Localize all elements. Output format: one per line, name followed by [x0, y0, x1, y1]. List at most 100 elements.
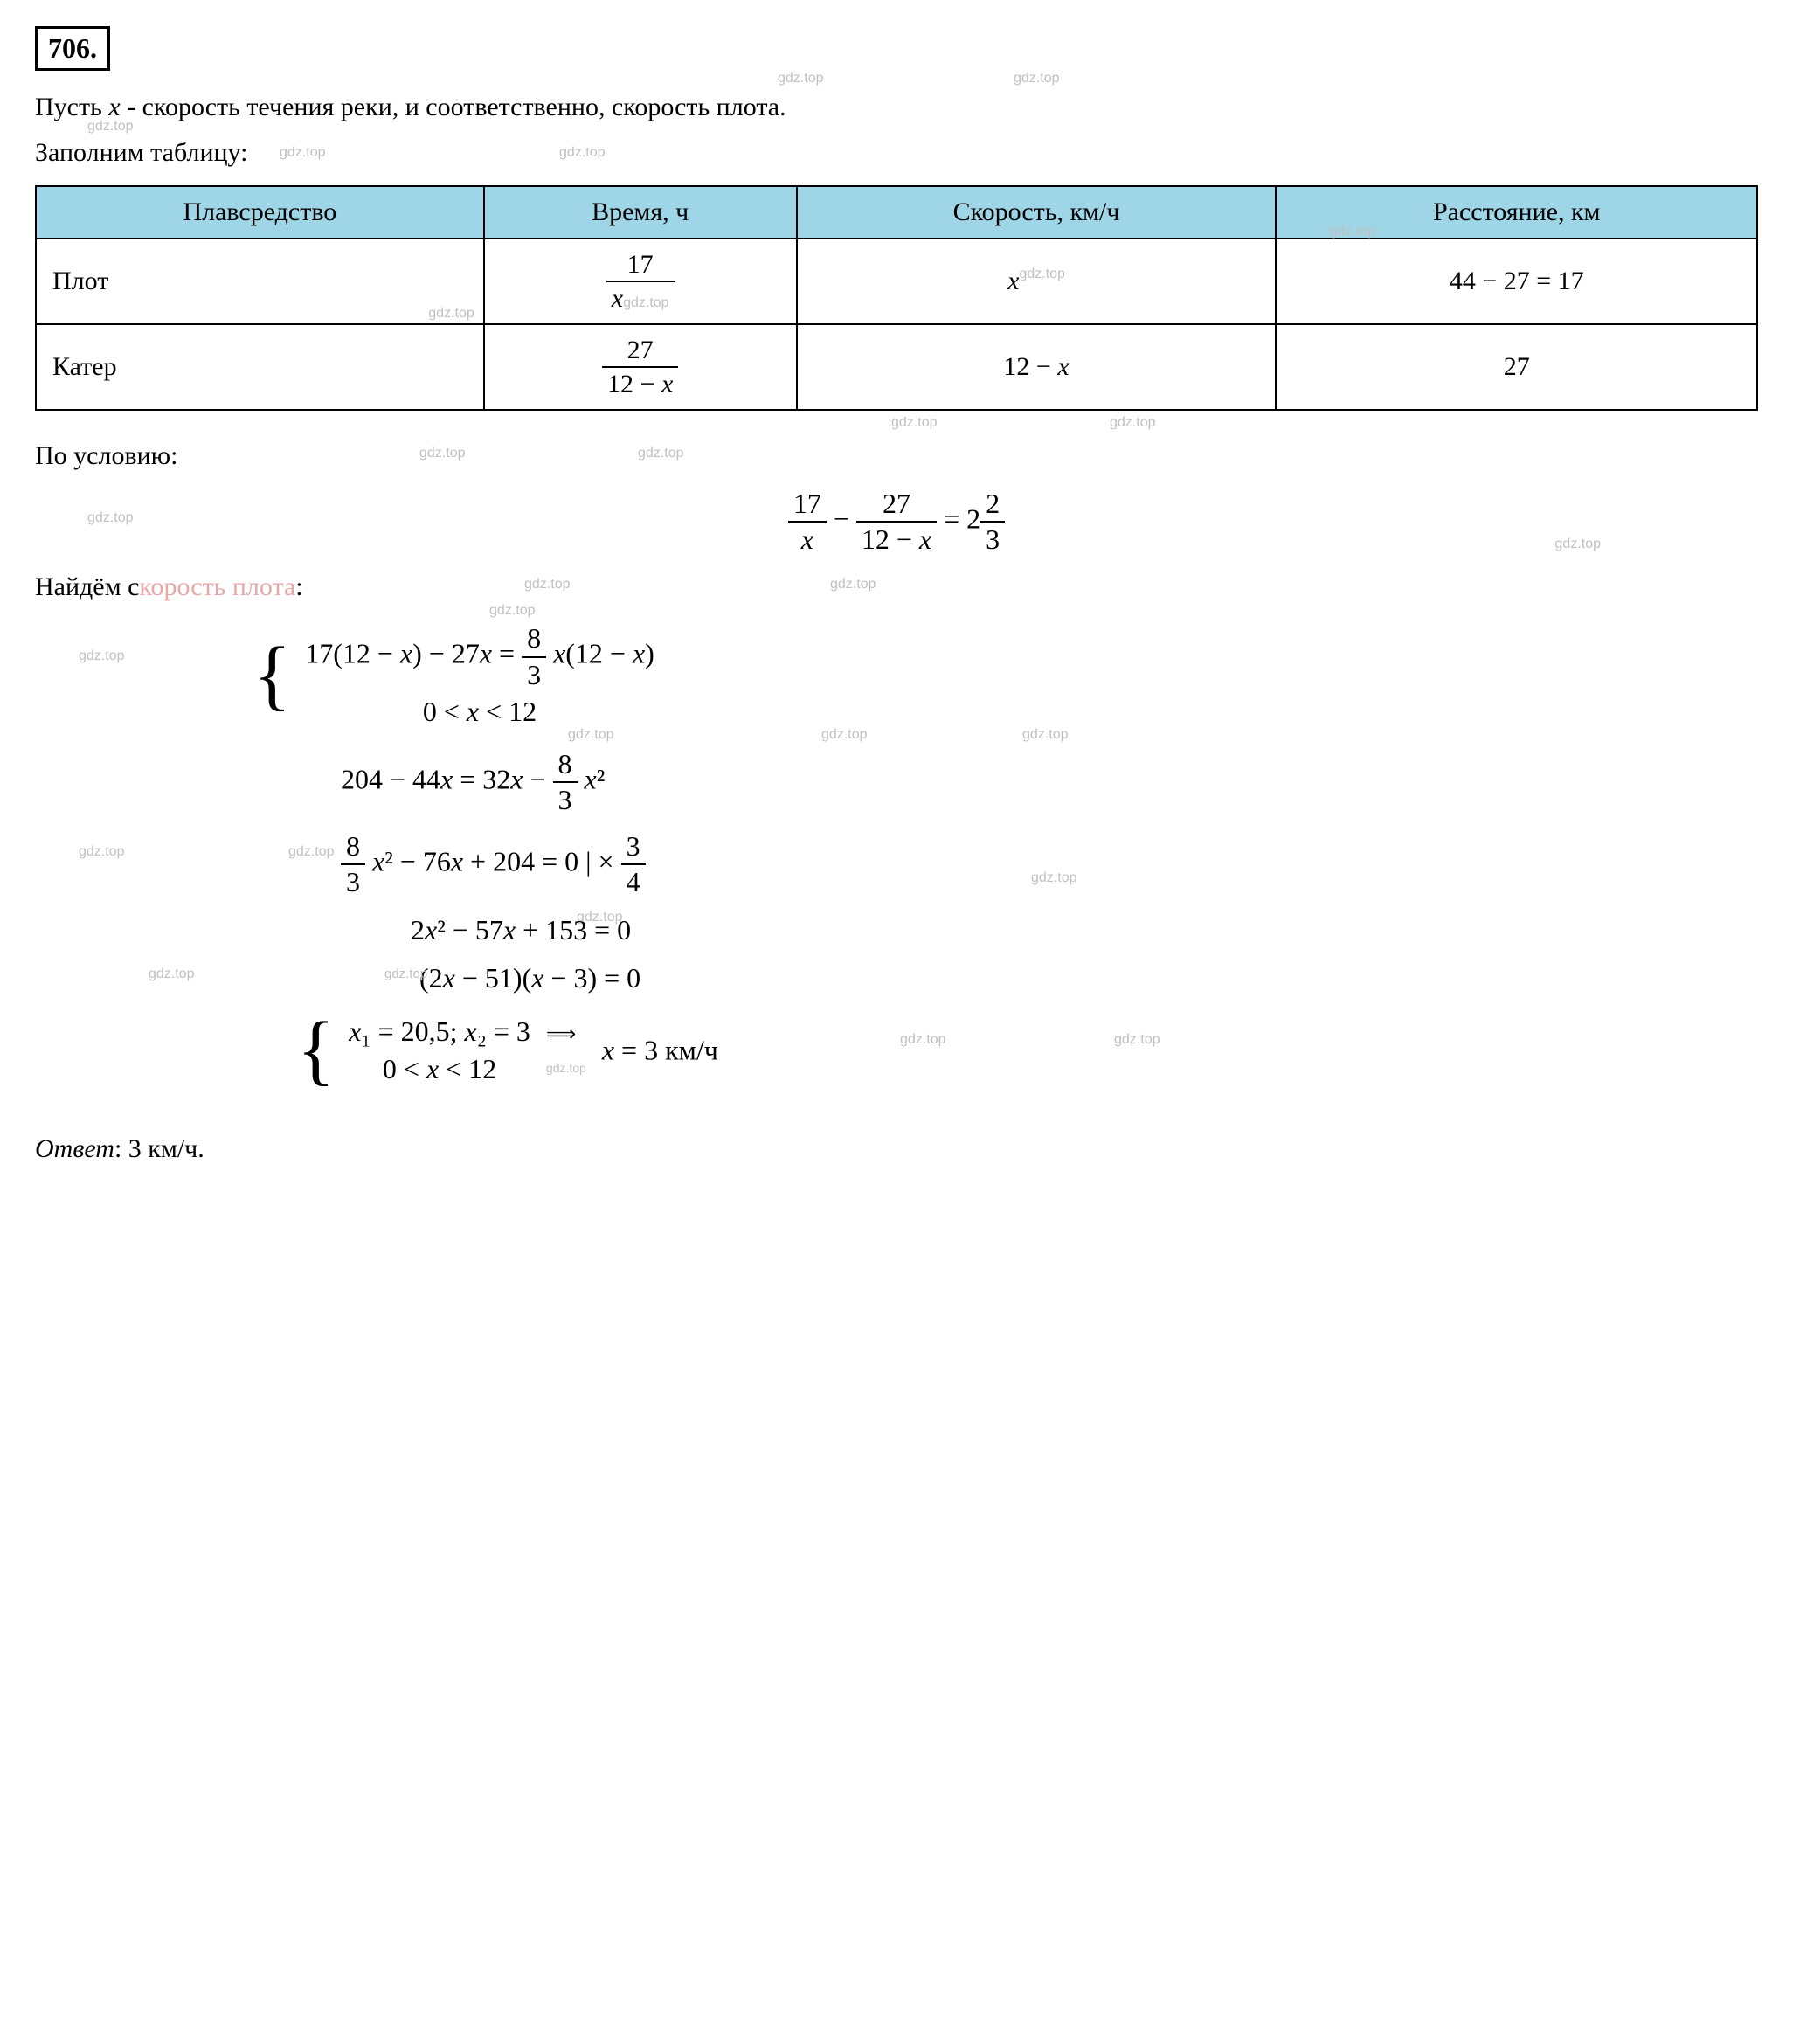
watermark: gdz.top — [1110, 415, 1155, 431]
frac-num: 17 — [606, 250, 675, 282]
col-vehicle: Плавсредство — [36, 186, 484, 239]
answer-label: Ответ — [35, 1134, 114, 1163]
watermark: gdz.top — [638, 446, 683, 461]
watermark: gdz.top — [1022, 727, 1068, 743]
frac-num: 8 — [522, 623, 546, 657]
watermark: gdz.top — [1555, 537, 1601, 552]
by-condition: По условию: — [35, 441, 1758, 471]
vehicle-label: Плот — [52, 267, 108, 295]
watermark: gdz.top — [1014, 71, 1059, 87]
frac-num: 3 — [621, 831, 646, 865]
watermark: gdz.top — [546, 1061, 586, 1075]
cell-vehicle: Катер — [36, 324, 484, 410]
frac-num: 27 — [602, 336, 678, 368]
speed-value: x — [1007, 267, 1019, 295]
data-table: Плавсредство Время, ч Скорость, км/ч Рас… — [35, 185, 1758, 411]
intro-part2: - скорость течения реки, и соответственн… — [121, 93, 786, 121]
system-content: x₁ = 20,5; x₂ = 3 0 < x < 12 — [349, 1010, 530, 1091]
watermark: gdz.top — [489, 603, 535, 619]
arrow-icon: ⟹ — [546, 1022, 586, 1047]
watermark: gdz.top — [79, 844, 124, 860]
watermark: gdz.top — [87, 510, 133, 526]
minus-sign: − — [834, 503, 856, 535]
watermark: gdz.top — [821, 727, 867, 743]
answer: Ответ: 3 км/ч. — [35, 1134, 1758, 1164]
table-row: Плот gdz.top 17 xgdz.top xgdz.top gdz.to… — [36, 239, 1757, 324]
col-speed: Скорость, км/ч — [797, 186, 1277, 239]
equation-4: 2x² − 57x + 153 = 0 — [411, 914, 1758, 946]
cell-speed: xgdz.top — [797, 239, 1277, 324]
watermark: gdz.top — [149, 967, 194, 982]
brace-icon: { — [297, 1019, 335, 1082]
watermark: gdz.top — [384, 967, 427, 981]
system-line-1: 17(12 − x) − 27x = 8 3 x(12 − x) — [305, 623, 654, 689]
watermark: gdz.top — [419, 446, 465, 461]
watermark: gdz.top — [1114, 1032, 1160, 1048]
watermark: gdz.top — [830, 577, 876, 592]
watermark: gdz.top — [900, 1032, 945, 1048]
watermark: gdz.top — [79, 648, 124, 664]
answer-value: : 3 км/ч. — [114, 1134, 204, 1163]
frac-den: 3 — [553, 783, 578, 815]
frac-den: 3 — [980, 523, 1005, 555]
equation-5: gdz.top gdz.top (2x − 51)(x − 3) = 0 — [419, 962, 1758, 994]
time-fraction: 17 xgdz.top — [606, 250, 675, 313]
equation-3: gdz.top gdz.top 8 3 x² − 76x + 204 = 0 |… — [341, 831, 1758, 897]
watermark: gdz.top — [428, 306, 474, 322]
result-value: x = 3 км/ч — [602, 1034, 718, 1065]
frac-den: 4 — [621, 865, 646, 897]
brace-icon: { — [253, 644, 291, 707]
mixed-whole: 2 — [966, 503, 980, 535]
cell-time: 27 12 − x — [484, 324, 797, 410]
mixed-fraction: 2 2 3 — [966, 488, 1005, 555]
system-line-2: 0 < x < 12 — [349, 1053, 530, 1085]
frac1: 17 x — [788, 488, 827, 555]
frac-num: 8 — [341, 831, 365, 865]
frac-den: x — [788, 523, 827, 555]
frac-den: 12 − x — [856, 523, 937, 555]
frac-den: x — [612, 284, 623, 313]
cell-time: 17 xgdz.top — [484, 239, 797, 324]
find-speed-red: корость плота — [139, 572, 295, 601]
watermark: gdz.top — [623, 295, 668, 310]
watermark: gdz.top — [1019, 267, 1064, 281]
equals-sign: = — [944, 503, 966, 535]
intro-text: Пусть x - скорость течения реки, и соотв… — [35, 93, 1758, 122]
distance-value: 44 − 27 = 17 — [1450, 267, 1584, 295]
problem-number: 706. — [35, 26, 110, 71]
frac-num: 17 — [788, 488, 827, 523]
frac-num: 27 — [856, 488, 937, 523]
cell-vehicle: Плот gdz.top — [36, 239, 484, 324]
watermark: gdz.top — [559, 145, 605, 161]
equation-2: gdz.top gdz.top gdz.top 204 − 44x = 32x … — [341, 749, 1758, 815]
find-speed-colon: : — [295, 572, 302, 601]
time-fraction: 27 12 − x — [602, 336, 678, 398]
system-2: { x₁ = 20,5; x₂ = 3 0 < x < 12 ⟹ gdz.top… — [297, 1010, 1758, 1091]
cell-distance: 27 — [1276, 324, 1757, 410]
frac2: 27 12 − x — [856, 488, 937, 555]
system-1: gdz.top { 17(12 − x) − 27x = 8 3 x(12 − … — [253, 618, 1758, 732]
cell-distance: gdz.top 44 − 27 = 17 — [1276, 239, 1757, 324]
watermark: gdz.top — [568, 727, 613, 743]
intro-part1: Пусть — [35, 93, 108, 121]
watermark: gdz.top — [891, 415, 937, 431]
equation-1: gdz.top 17 x − 27 12 − x = 2 2 3 gdz.top — [35, 488, 1758, 555]
frac-num: 8 — [553, 749, 578, 783]
watermark: gdz.top — [1031, 870, 1076, 886]
frac-den: 3 — [341, 865, 365, 897]
cell-speed: 12 − x — [797, 324, 1277, 410]
table-header-row: Плавсредство Время, ч Скорость, км/ч Рас… — [36, 186, 1757, 239]
table-row: Катер 27 12 − x 12 − x 27 — [36, 324, 1757, 410]
watermark: gdz.top — [87, 119, 133, 135]
frac-den: 3 — [522, 658, 546, 690]
system-line-2: 0 < x < 12 — [305, 696, 654, 728]
col-time: Время, ч — [484, 186, 797, 239]
watermark: gdz.top — [778, 71, 823, 87]
find-speed-text: Найдём скорость плота: — [35, 572, 1758, 602]
watermark: gdz.top — [280, 145, 325, 161]
system-line-1: x₁ = 20,5; x₂ = 3 — [349, 1015, 530, 1048]
system-content: 17(12 − x) − 27x = 8 3 x(12 − x) 0 < x <… — [305, 618, 654, 732]
watermark: gdz.top — [524, 577, 570, 592]
intro-variable: x — [108, 93, 120, 121]
watermark: gdz.top — [1329, 224, 1374, 239]
